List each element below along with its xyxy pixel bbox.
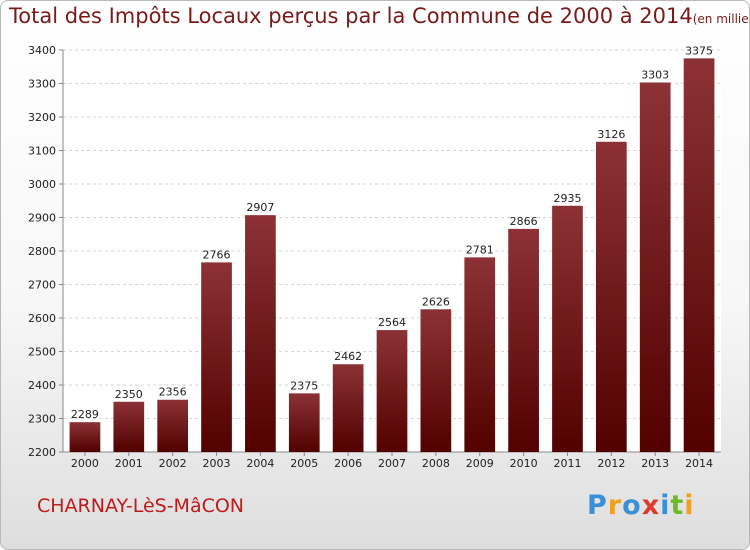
x-tick-label-2001: 2001 — [115, 457, 143, 470]
x-tick-label-2013: 2013 — [641, 457, 669, 470]
bar-2004 — [245, 215, 276, 452]
logo-letter: x — [641, 490, 661, 521]
x-tick-label-2007: 2007 — [378, 457, 406, 470]
y-tick-label: 2500 — [28, 346, 56, 359]
value-label-2010: 2866 — [510, 215, 538, 228]
y-tick-label: 3000 — [28, 178, 56, 191]
bar-2011 — [552, 205, 583, 452]
y-tick-label: 2900 — [28, 212, 56, 225]
commune-name: CHARNAY-LèS-MâCON — [37, 495, 245, 517]
value-label-2001: 2350 — [115, 388, 143, 401]
logo-letter: t — [670, 490, 685, 521]
title-unit: (en milliers d'€) — [692, 12, 749, 26]
bar-2003 — [201, 262, 232, 452]
chart-title: Total des Impôts Locaux perçus par la Co… — [9, 4, 749, 28]
value-label-2005: 2375 — [290, 379, 318, 392]
bar-2009 — [464, 257, 496, 452]
value-label-2012: 3126 — [597, 128, 625, 141]
value-label-2014: 3375 — [685, 44, 713, 57]
y-tick-label: 2700 — [28, 279, 56, 292]
x-tick-label-2003: 2003 — [203, 457, 231, 470]
x-tick-label-2014: 2014 — [685, 457, 713, 470]
logo-letter: r — [607, 490, 623, 521]
logo-letter: P — [587, 490, 608, 521]
bar-2000 — [69, 422, 101, 452]
logo-letter: i — [660, 490, 671, 521]
x-tick-label-2002: 2002 — [159, 457, 187, 470]
value-label-2004: 2907 — [246, 201, 274, 214]
value-label-2009: 2781 — [466, 243, 494, 256]
value-label-2003: 2766 — [203, 248, 231, 261]
bar-2002 — [157, 399, 189, 452]
value-label-2002: 2356 — [159, 386, 187, 399]
x-tick-label-2009: 2009 — [466, 457, 494, 470]
y-tick-label: 3100 — [28, 145, 56, 158]
value-label-2008: 2626 — [422, 295, 450, 308]
x-tick-label-2010: 2010 — [510, 457, 538, 470]
y-tick-label: 2600 — [28, 312, 56, 325]
value-label-2000: 2289 — [71, 408, 99, 421]
x-tick-label-2004: 2004 — [246, 457, 274, 470]
value-label-2013: 3303 — [641, 68, 669, 81]
y-tick-label: 3300 — [28, 78, 56, 91]
bar-2008 — [420, 309, 452, 452]
x-tick-label-2005: 2005 — [290, 457, 318, 470]
bar-2006 — [332, 364, 364, 452]
y-tick-label: 3400 — [28, 44, 56, 57]
bar-2014 — [683, 58, 715, 452]
x-tick-label-2008: 2008 — [422, 457, 450, 470]
bar-2005 — [288, 393, 320, 452]
x-tick-label-2000: 2000 — [71, 457, 99, 470]
bar-2010 — [508, 228, 539, 452]
y-tick-label: 3200 — [28, 111, 56, 124]
bar-2012 — [595, 141, 627, 453]
value-label-2006: 2462 — [334, 350, 362, 363]
y-tick-label: 2200 — [28, 446, 56, 459]
bar-2007 — [376, 330, 408, 452]
value-label-2007: 2564 — [378, 316, 406, 329]
y-tick-label: 2800 — [28, 245, 56, 258]
bar-2013 — [639, 82, 671, 453]
y-tick-label: 2300 — [28, 413, 56, 426]
bar-2001 — [113, 401, 145, 452]
value-label-2011: 2935 — [553, 192, 581, 205]
x-tick-label-2012: 2012 — [597, 457, 625, 470]
proxiti-logo: Proxiti — [587, 490, 695, 521]
title-main: Total des Impôts Locaux perçus par la Co… — [9, 4, 693, 28]
logo-letter: o — [622, 490, 642, 521]
x-tick-label-2011: 2011 — [553, 457, 581, 470]
logo-letter: i — [684, 490, 695, 521]
y-tick-label: 2400 — [28, 379, 56, 392]
x-tick-label-2006: 2006 — [334, 457, 362, 470]
